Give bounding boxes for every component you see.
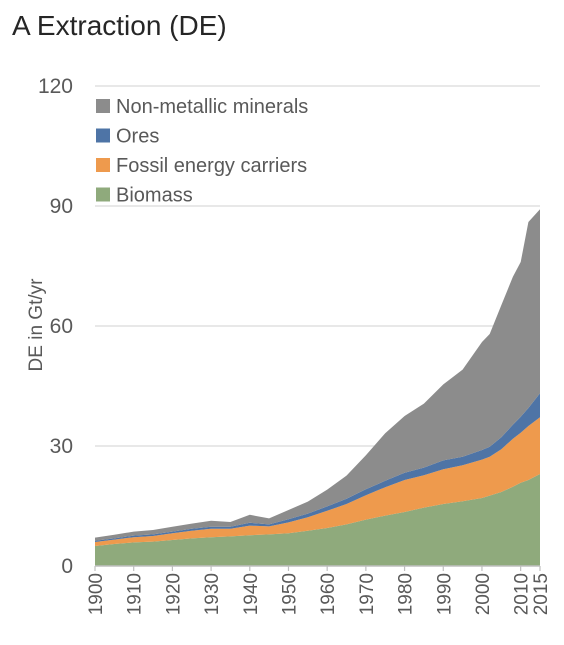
x-tick-label: 1910 xyxy=(125,573,146,615)
y-tick-labels: 0 30 60 90 120 xyxy=(38,75,73,578)
y-tick-label: 120 xyxy=(38,75,73,98)
legend-label: Biomass xyxy=(116,185,193,207)
area-non-metallic-minerals xyxy=(95,209,540,541)
y-axis-label: DE in Gt/yr xyxy=(26,278,47,372)
x-tick-label: 1970 xyxy=(357,573,378,615)
x-tick-label: 1940 xyxy=(241,573,262,615)
legend-swatch xyxy=(96,99,110,113)
legend-swatch xyxy=(96,128,110,143)
area-fossil-energy-carriers xyxy=(95,417,540,546)
legend-label: Fossil energy carriers xyxy=(116,155,307,177)
x-tick-label: 1900 xyxy=(86,573,107,615)
y-tick-label: 90 xyxy=(50,195,73,218)
x-tick-label: 2015 xyxy=(531,573,552,615)
x-tick-label: 1960 xyxy=(318,573,339,615)
x-tick-label: 1920 xyxy=(163,573,184,615)
legend-swatch xyxy=(96,187,110,202)
x-tick-label: 1990 xyxy=(434,573,455,615)
area-series xyxy=(95,209,540,566)
x-axis xyxy=(94,565,541,571)
area-ores xyxy=(95,393,540,542)
x-tick-labels: 1900 1910 1920 1930 1940 1950 1960 1970 1980 1990… xyxy=(86,573,552,615)
x-tick-label: 2000 xyxy=(473,573,494,615)
area-biomass xyxy=(95,474,540,566)
chart-title: A Extraction (DE) xyxy=(12,10,227,41)
y-tick-label: 60 xyxy=(50,315,73,338)
y-tick-label: 0 xyxy=(61,555,73,578)
legend-swatch xyxy=(96,158,110,172)
x-tick-label: 2010 xyxy=(512,573,533,615)
y-tick-label: 30 xyxy=(50,435,73,458)
legend-label: Non-metallic minerals xyxy=(116,96,308,118)
x-tick-label: 1930 xyxy=(202,573,223,615)
legend-label: Ores xyxy=(116,126,159,148)
x-tick-label: 1950 xyxy=(279,573,300,615)
legend: Non-metallic minerals Ores Fossil energy c… xyxy=(96,96,308,207)
x-tick-label: 1980 xyxy=(396,573,417,615)
